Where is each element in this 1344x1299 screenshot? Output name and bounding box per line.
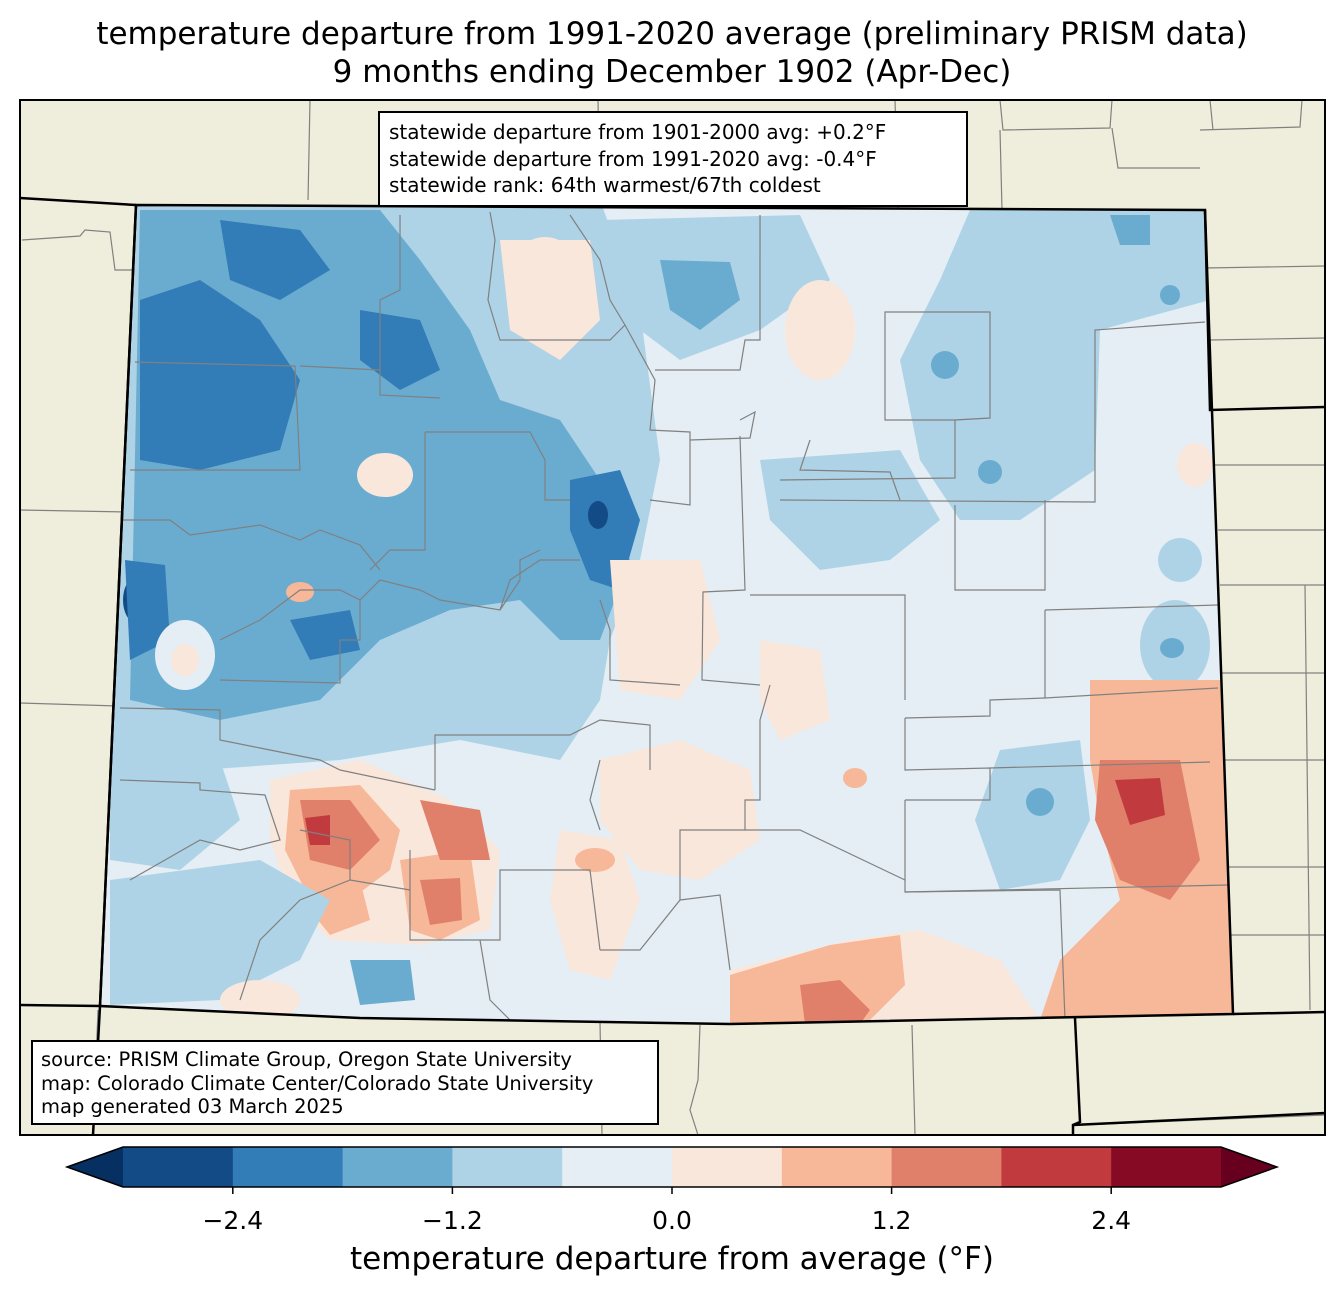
colorbar-tick-label-1: −1.2 <box>422 1206 483 1235</box>
colorbar-bin-2 <box>342 1147 453 1187</box>
colorbar-bin-5 <box>672 1147 783 1187</box>
generated-date-line: map generated 03 March 2025 <box>41 1095 344 1118</box>
colorbar-bin-1 <box>232 1147 344 1187</box>
source-line: source: PRISM Climate Group, Oregon Stat… <box>41 1048 572 1071</box>
colorbar-tick-label-4: 2.4 <box>1091 1206 1132 1235</box>
colorbar-tick-label-2: 0.0 <box>652 1206 692 1235</box>
colorbar-over-arrow <box>1221 1147 1277 1187</box>
source-box: source: PRISM Climate Group, Oregon Stat… <box>31 1040 659 1125</box>
map-title-line2: 9 months ending December 1902 (Apr-Dec) <box>332 54 1012 90</box>
colorbar-bin-4 <box>562 1147 673 1187</box>
colorbar-tick-label-0: −2.4 <box>202 1206 264 1235</box>
colorbar-tick-label-3: 1.2 <box>871 1206 912 1235</box>
colorbar <box>64 1146 1280 1194</box>
colorbar-bin-6 <box>781 1147 893 1187</box>
map-credit-line: map: Colorado Climate Center/Colorado St… <box>41 1071 594 1095</box>
colorbar-under-arrow <box>67 1147 123 1187</box>
stats-rank: statewide rank: 64th warmest/67th coldes… <box>389 173 821 197</box>
colorbar-bin-0 <box>123 1147 234 1187</box>
map-title-line1: temperature departure from 1991-2020 ave… <box>96 16 1248 52</box>
stats-departure-1901-2000: statewide departure from 1901-2000 avg: … <box>389 120 887 144</box>
colorbar-label: temperature departure from average (°F) <box>350 1241 994 1277</box>
temperature-field <box>100 205 1233 1024</box>
colorbar-bin-8 <box>1001 1147 1112 1187</box>
colorbar-bin-3 <box>452 1147 563 1187</box>
neighbor-county-lines <box>20 100 1325 1135</box>
county-lines <box>119 211 1229 1021</box>
colorbar-outline <box>64 1146 1280 1188</box>
colorbar-bin-9 <box>1111 1147 1222 1187</box>
stats-departure-1991-2020: statewide departure from 1991-2020 avg: … <box>389 146 877 171</box>
colorbar-bin-7 <box>891 1147 1002 1187</box>
statewide-stats-box: statewide departure from 1901-2000 avg: … <box>378 111 968 207</box>
